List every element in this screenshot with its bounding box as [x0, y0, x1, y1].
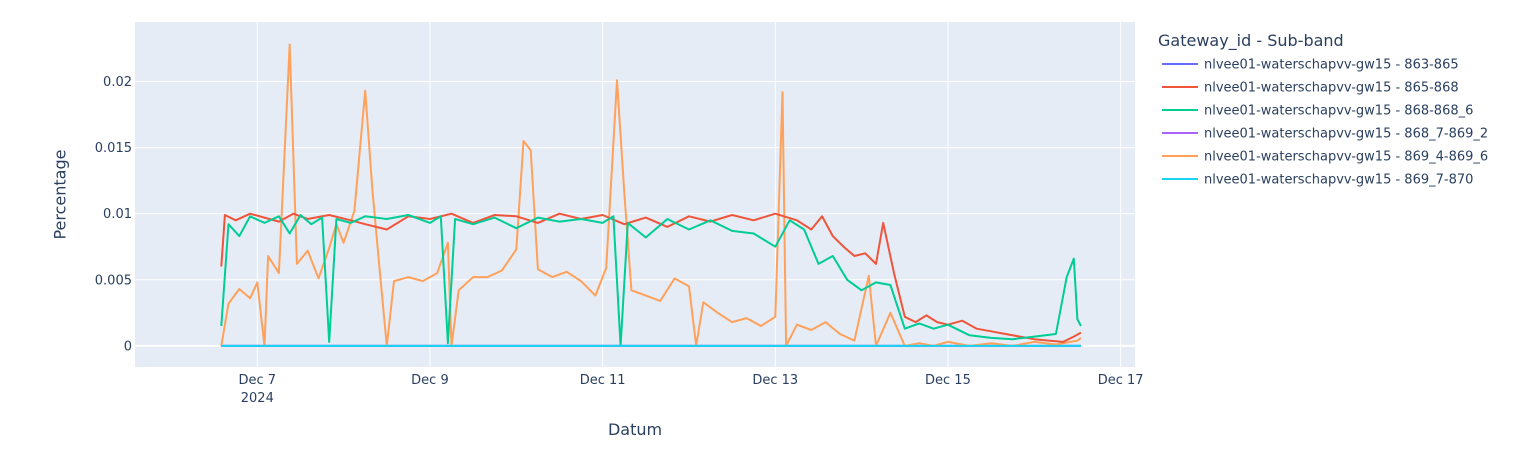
y-tick-label: 0.01: [103, 207, 132, 222]
legend-label: nlvee01-waterschapvv-gw15 - 865-868: [1204, 81, 1459, 96]
x-axis-title: Datum: [608, 420, 662, 439]
x-tick-label: Dec 13: [752, 373, 798, 388]
x-tick-label: Dec 17: [1098, 373, 1144, 388]
x-tick-sublabel: 2024: [241, 391, 274, 406]
y-tick-label: 0.015: [95, 141, 132, 156]
y-tick-label: 0.02: [103, 75, 132, 90]
x-tick-label: Dec 7: [239, 373, 277, 388]
series-lines: [220, 43, 1082, 347]
legend-item[interactable]: nlvee01-waterschapvv-gw15 - 863-865: [1162, 58, 1459, 73]
legend: Gateway_id - Sub-band nlvee01-waterschap…: [1158, 31, 1488, 188]
legend-item[interactable]: nlvee01-waterschapvv-gw15 - 869_7-870: [1162, 173, 1473, 188]
series-line-1: [220, 212, 1082, 343]
x-tick-label: Dec 9: [411, 373, 449, 388]
legend-label: nlvee01-waterschapvv-gw15 - 863-865: [1204, 58, 1459, 73]
legend-item[interactable]: nlvee01-waterschapvv-gw15 - 869_4-869_6: [1162, 150, 1488, 165]
x-tick-label: Dec 15: [925, 373, 971, 388]
y-axis-title: Percentage: [51, 149, 70, 239]
plot-area: [135, 22, 1135, 367]
x-tick-label: Dec 11: [580, 373, 626, 388]
x-axis: Dec 7 2024 Dec 9 Dec 11 Dec 13 Dec 15 Dec 17: [239, 373, 1144, 406]
legend-label: nlvee01-waterschapvv-gw15 - 869_7-870: [1204, 173, 1473, 188]
legend-label: nlvee01-waterschapvv-gw15 - 868-868_6: [1204, 104, 1473, 119]
legend-item[interactable]: nlvee01-waterschapvv-gw15 - 868-868_6: [1162, 104, 1473, 119]
legend-label: nlvee01-waterschapvv-gw15 - 868_7-869_2: [1204, 127, 1488, 142]
series-line-4: [220, 43, 1082, 347]
legend-label: nlvee01-waterschapvv-gw15 - 869_4-869_6: [1204, 150, 1488, 165]
y-tick-label: 0: [124, 339, 132, 354]
legend-title: Gateway_id - Sub-band: [1158, 31, 1344, 51]
series-line-2: [220, 214, 1082, 347]
y-axis: 0 0.005 0.01 0.015 0.02: [95, 75, 132, 354]
y-tick-label: 0.005: [95, 273, 132, 288]
legend-item[interactable]: nlvee01-waterschapvv-gw15 - 865-868: [1162, 81, 1459, 96]
legend-item[interactable]: nlvee01-waterschapvv-gw15 - 868_7-869_2: [1162, 127, 1488, 142]
